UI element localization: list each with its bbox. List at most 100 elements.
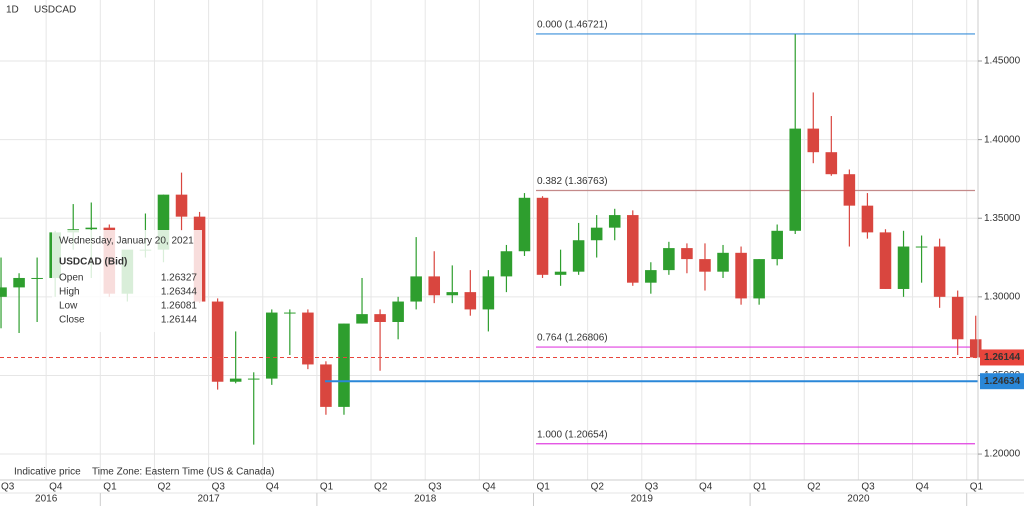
candle-body xyxy=(626,215,639,283)
candle-body xyxy=(699,259,711,272)
fib-label: 1.000 (1.20654) xyxy=(537,429,608,440)
x-tick-label: Q4 xyxy=(482,482,496,493)
candle-body xyxy=(338,323,350,407)
candle-body xyxy=(843,174,856,206)
candle-body xyxy=(374,314,386,322)
candle-body xyxy=(211,301,224,382)
last-price-box xyxy=(980,349,1024,366)
candle-body xyxy=(13,277,25,288)
horizontal-line-label: 1.24634 xyxy=(984,376,1021,387)
y-tick-label: 1.45000 xyxy=(984,56,1021,67)
candle-body xyxy=(969,339,982,358)
tooltip-row-label: Open xyxy=(59,273,83,284)
fib-label: 0.000 (1.46721) xyxy=(537,20,608,31)
candle-body xyxy=(807,128,820,153)
x-tick-label: Q2 xyxy=(157,482,171,493)
tooltip-date: Wednesday, January 20, 2021 xyxy=(59,236,194,247)
year-label: 2019 xyxy=(631,494,654,505)
candle-body xyxy=(933,246,946,297)
x-tick-label: Q3 xyxy=(1,482,15,493)
candle-body xyxy=(789,128,802,231)
candle-body xyxy=(265,312,278,379)
tooltip-title: USDCAD (Bid) xyxy=(59,257,127,268)
year-label: 2017 xyxy=(197,494,220,505)
tooltip-row-value: 1.26081 xyxy=(161,301,198,312)
candle-body xyxy=(482,276,495,310)
x-tick-label: Q4 xyxy=(699,482,713,493)
candle-body xyxy=(753,259,765,299)
tooltip-row-label: Close xyxy=(59,315,85,326)
candle-body xyxy=(861,205,874,233)
interval: 1D xyxy=(6,5,19,16)
candle-body xyxy=(717,252,729,272)
candle-body xyxy=(410,276,422,302)
tooltip-bg xyxy=(52,230,202,332)
y-tick-label: 1.30000 xyxy=(984,291,1021,302)
candle-body xyxy=(951,296,964,340)
x-tick-label: Q3 xyxy=(428,482,442,493)
candle-body xyxy=(897,246,910,289)
candle-body xyxy=(0,287,7,297)
candle-body xyxy=(879,232,892,289)
x-tick-label: Q1 xyxy=(537,482,551,493)
candle-body xyxy=(645,270,657,283)
fib-label: 0.382 (1.36763) xyxy=(537,176,608,187)
x-tick-label: Q1 xyxy=(753,482,767,493)
candle-body xyxy=(320,364,332,407)
candle-body xyxy=(608,215,621,228)
fib-label: 0.764 (1.26806) xyxy=(537,333,608,344)
candle-body xyxy=(771,230,783,260)
last-price-label: 1.26144 xyxy=(984,352,1021,363)
y-tick-label: 1.40000 xyxy=(984,134,1021,145)
candle-body xyxy=(446,292,459,296)
tooltip-row-label: High xyxy=(59,287,80,298)
symbol: USDCAD xyxy=(34,5,76,16)
candle-body xyxy=(284,312,296,314)
tooltip-row-label: Low xyxy=(59,301,78,312)
candle-body xyxy=(572,240,585,272)
candle-body xyxy=(663,248,675,271)
x-tick-label: Q3 xyxy=(861,482,875,493)
candle-body xyxy=(681,248,693,260)
x-tick-label: Q4 xyxy=(916,482,930,493)
x-tick-label: Q2 xyxy=(591,482,605,493)
candle-body xyxy=(175,194,188,217)
horizontal-line-box xyxy=(980,373,1024,390)
x-tick-label: Q1 xyxy=(970,482,984,493)
candle-body xyxy=(590,227,603,241)
candle-body xyxy=(428,276,441,296)
candle-body xyxy=(735,252,747,299)
candle-body xyxy=(247,378,260,380)
tooltip-row-value: 1.26144 xyxy=(161,315,198,326)
candle-body xyxy=(915,246,928,248)
x-tick-label: Q3 xyxy=(645,482,659,493)
year-label: 2016 xyxy=(35,494,58,505)
x-tick-label: Q2 xyxy=(807,482,821,493)
candle-body xyxy=(518,197,531,252)
tooltip-row-value: 1.26327 xyxy=(161,273,198,284)
x-tick-label: Q1 xyxy=(320,482,334,493)
candle-body xyxy=(356,314,368,324)
x-tick-label: Q2 xyxy=(374,482,388,493)
candle-body xyxy=(536,197,549,275)
x-tick-label: Q4 xyxy=(49,482,63,493)
x-tick-label: Q3 xyxy=(212,482,226,493)
candle-body xyxy=(229,378,242,382)
y-tick-label: 1.20000 xyxy=(984,449,1021,460)
year-label: 2020 xyxy=(847,494,870,505)
candle-body xyxy=(500,251,513,277)
tooltip: Wednesday, January 20, 2021 USDCAD (Bid) O… xyxy=(52,230,202,332)
price-type: Indicative price xyxy=(14,467,81,478)
year-label: 2018 xyxy=(414,494,437,505)
candle-body xyxy=(157,194,170,250)
x-tick-label: Q1 xyxy=(103,482,117,493)
candle-body xyxy=(825,152,838,175)
candle-body xyxy=(464,292,477,310)
candle-body xyxy=(85,227,98,230)
candle-body xyxy=(31,277,43,279)
candle-body xyxy=(302,312,314,365)
candle-body xyxy=(392,301,404,322)
tooltip-row-value: 1.26344 xyxy=(161,287,198,298)
timezone: Time Zone: Eastern Time (US & Canada) xyxy=(92,467,274,478)
